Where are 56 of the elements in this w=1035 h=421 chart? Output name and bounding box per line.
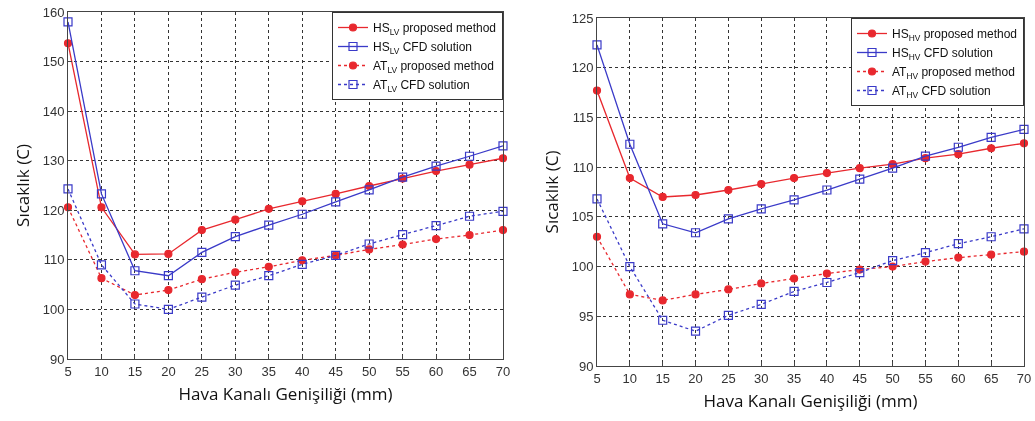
y-tick-label: 120 [42, 202, 65, 218]
legend-label: HS$_{LV}$ proposed method [373, 21, 497, 37]
x-tick-label: 70 [1016, 370, 1032, 386]
legend-label: HS$_{HV}$ CFD solution [892, 46, 994, 62]
y-tick-label: 110 [572, 159, 594, 175]
y-tick-label: 160 [42, 4, 65, 20]
y-tick-label: 140 [42, 103, 65, 119]
y-tick-label: 125 [571, 10, 594, 26]
x-tick-label: 50 [361, 363, 377, 379]
x-tick-label: 70 [495, 363, 511, 379]
x-tick-label: 35 [261, 363, 276, 379]
x-tick-label: 40 [295, 363, 310, 379]
y-tick-label: 105 [571, 209, 594, 225]
x-tick-label: 65 [462, 363, 477, 379]
y-tick-label: 100 [571, 259, 594, 275]
y-tick-label: 130 [42, 153, 65, 169]
x-tick-label: 55 [918, 370, 933, 386]
x-tick-label: 15 [127, 363, 143, 379]
legend-label: AT$_{HV}$ proposed method [892, 65, 1015, 81]
legend-label: HS$_{HV}$ proposed method [892, 27, 1018, 43]
y-tick-label: 150 [42, 54, 65, 70]
x-tick-label: 45 [852, 370, 867, 386]
x-tick-label: 10 [622, 370, 638, 386]
legend-label: HS$_{LV}$ CFD solution [373, 40, 472, 56]
x-tick-label: 30 [228, 363, 243, 379]
x-tick-label: 60 [951, 370, 966, 386]
x-tick-label: 15 [655, 370, 670, 386]
x-tick-label: 45 [328, 363, 343, 379]
x-tick-label: 40 [819, 370, 835, 386]
x-tick-label: 55 [395, 363, 410, 379]
y-tick-label: 120 [571, 60, 594, 76]
x-tick-label: 20 [161, 363, 176, 379]
y-tick-label: 115 [572, 109, 594, 125]
x-tick-label: 25 [721, 370, 736, 386]
y-tick-label: 90 [49, 351, 65, 367]
legend-label: AT$_{HV}$ CFD solution [892, 84, 991, 100]
x-tick-label: 5 [593, 370, 601, 386]
y-axis-title: Sıcaklık (C) [11, 144, 35, 227]
y-tick-label: 100 [42, 301, 65, 317]
x-axis-title: Hava Kanalı Genişiliği (mm) [703, 389, 918, 412]
y-tick-label: 110 [43, 252, 65, 268]
y-tick-label: 90 [578, 358, 594, 374]
legend-label: AT$_{LV}$ proposed method [373, 59, 494, 75]
x-tick-label: 25 [194, 363, 210, 379]
x-tick-label: 65 [983, 370, 999, 386]
x-tick-label: 60 [428, 363, 444, 379]
x-tick-label: 5 [64, 363, 72, 379]
x-tick-label: 35 [786, 370, 802, 386]
y-axis-title: Sıcaklık (C) [540, 150, 564, 234]
x-tick-label: 50 [885, 370, 900, 386]
legend-label: AT$_{LV}$ CFD solution [373, 78, 470, 94]
x-tick-label: 10 [94, 363, 109, 379]
x-tick-label: 20 [688, 370, 703, 386]
x-tick-label: 30 [754, 370, 769, 386]
x-axis-title: Hava Kanalı Genişiliği (mm) [178, 382, 393, 405]
y-tick-label: 95 [578, 308, 594, 324]
